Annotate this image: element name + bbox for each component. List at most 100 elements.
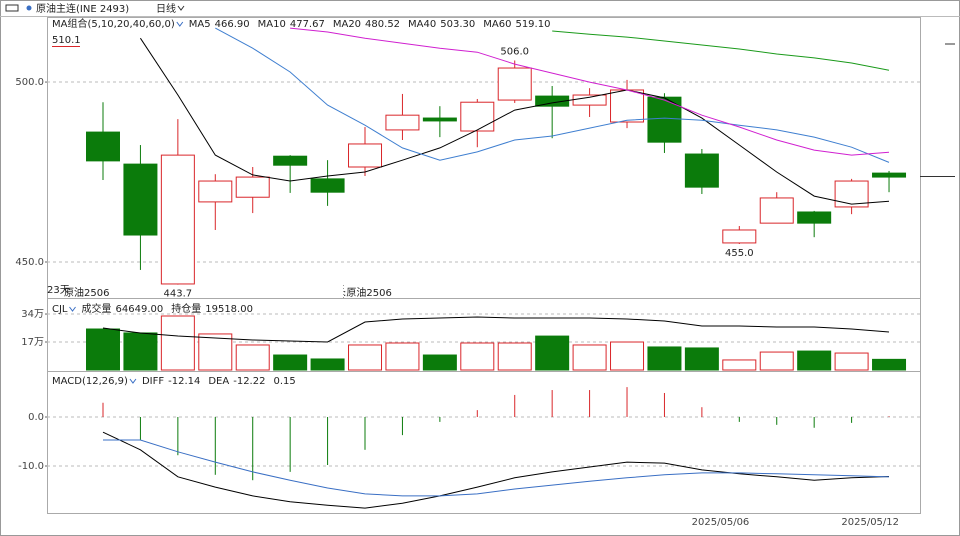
candle-body	[198, 180, 233, 203]
y-tick-label: -10.0	[18, 461, 44, 472]
annotation: :原油2506	[343, 286, 392, 299]
legend-chevron[interactable]	[129, 378, 137, 384]
legend-name: MA60	[483, 19, 511, 30]
macd-line	[103, 439, 890, 497]
legend-value: 466.90	[215, 19, 250, 30]
annotation: 原油2506	[64, 286, 109, 299]
candle-body	[759, 197, 794, 224]
legend-chevron[interactable]	[69, 306, 76, 312]
volume-bar	[198, 333, 233, 371]
period[interactable]: 日线	[156, 2, 176, 15]
volume-bar	[535, 335, 570, 371]
link-icon[interactable]	[5, 4, 19, 12]
candle-body	[535, 95, 570, 107]
candle-body	[834, 180, 869, 208]
volume-bar	[872, 358, 907, 371]
legend-value: -12.22	[233, 376, 265, 387]
legend-value: 0.15	[273, 376, 295, 387]
volume-bar	[684, 347, 719, 371]
candle-body	[797, 211, 832, 224]
y-tick-label: 500.0	[15, 77, 44, 88]
ma-line	[290, 27, 890, 156]
candle-body	[348, 143, 383, 168]
candle-body	[123, 163, 158, 236]
legend-value: 503.30	[440, 19, 475, 30]
volume-bar	[422, 354, 457, 371]
x-tick-label: 2025/05/06	[692, 517, 750, 528]
candle-body	[422, 117, 457, 122]
volume-bar	[348, 344, 383, 371]
legend-value: 519.10	[515, 19, 550, 30]
volume-bar	[310, 358, 345, 371]
annotation: 506.0	[500, 46, 529, 57]
volume-bar	[647, 346, 682, 371]
y-tick-label: 0.0	[28, 412, 44, 423]
annotation: 443.7	[164, 289, 193, 300]
ma-line	[552, 30, 890, 71]
candle-body	[572, 94, 607, 106]
legend-chevron[interactable]	[176, 21, 184, 27]
legend-value: 477.67	[290, 19, 325, 30]
volume-bar	[722, 359, 757, 371]
x-tick-label: 2025/05/12	[841, 517, 899, 528]
legend-name: MA20	[333, 19, 361, 30]
legend-name: 持仓量	[171, 302, 201, 315]
volume-bar	[610, 341, 645, 371]
volume-bar	[160, 315, 195, 371]
candle-body	[235, 176, 270, 198]
volume-bar	[460, 342, 495, 371]
open-interest-line	[102, 316, 890, 343]
volume-bar	[86, 328, 120, 371]
legend-value: -12.14	[168, 376, 200, 387]
legend-value: 64649.00	[116, 304, 164, 315]
candle-body	[460, 101, 495, 132]
candle-body	[497, 67, 532, 101]
candle-body	[160, 154, 195, 285]
candle-body	[86, 131, 120, 162]
candle-body	[684, 153, 719, 188]
ma-lines	[139, 27, 890, 205]
period-chevron[interactable]	[177, 5, 185, 11]
volume-bar	[497, 342, 532, 371]
ma-line	[139, 37, 890, 205]
legend-name: MA40	[408, 19, 436, 30]
macd-line	[102, 431, 890, 509]
symbol: 原油主连(INE 2493)	[36, 2, 129, 15]
annotation: 455.0	[725, 248, 754, 259]
status-dot	[26, 5, 32, 11]
y-tick-label: 450.0	[15, 257, 44, 268]
annotation: 510.1	[52, 35, 81, 46]
legend-name: DEA	[208, 376, 229, 387]
legend-value: 19518.00	[205, 304, 253, 315]
candle-body	[872, 172, 907, 178]
y-tick-label: 17万	[21, 337, 44, 348]
annotation: 23天	[47, 285, 70, 296]
legend-title: CJL	[52, 304, 68, 315]
candles	[86, 60, 907, 285]
candle-body	[310, 178, 345, 193]
volume-bar	[235, 344, 270, 371]
volume-bar	[385, 342, 420, 371]
legend-name: DIFF	[142, 376, 164, 387]
candle-body	[385, 114, 420, 131]
volume-bar	[123, 332, 158, 371]
y-tick-label: 34万	[21, 309, 44, 320]
volume-bar	[572, 344, 607, 371]
legend-name: MA10	[258, 19, 286, 30]
volume-bar	[273, 354, 308, 371]
legend-name: MA5	[189, 19, 211, 30]
legend-name: 成交量	[82, 302, 112, 315]
volume-bar	[797, 350, 832, 371]
plot-frame	[47, 17, 921, 514]
legend-title: MACD(12,26,9)	[52, 376, 128, 387]
volume-bar	[834, 352, 869, 371]
volume-bar	[759, 351, 794, 371]
legend-title: MA组合(5,10,20,40,60,0)	[52, 17, 175, 30]
candle-body	[273, 155, 308, 166]
candle-body	[610, 89, 645, 123]
candle-body	[722, 229, 757, 244]
legend-value: 480.52	[365, 19, 400, 30]
ma-line	[215, 27, 890, 163]
